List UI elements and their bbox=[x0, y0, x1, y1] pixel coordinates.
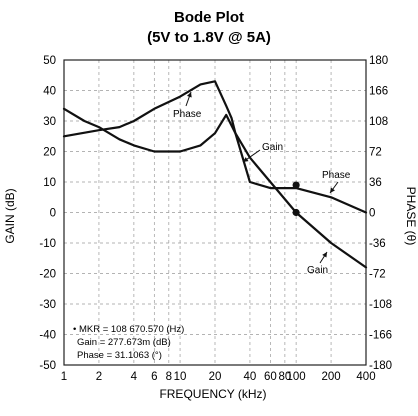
axis-left: 50 40 30 20 10 0 -10 -20 -30 -40 -50 bbox=[39, 55, 56, 372]
y-right-tick-label: 180 bbox=[369, 55, 388, 67]
y-right-tick-label: -72 bbox=[369, 269, 386, 281]
y-left-tick-label: -30 bbox=[39, 299, 56, 311]
y-right-tick-label: -36 bbox=[369, 238, 386, 250]
y-left-tick-label: -10 bbox=[39, 238, 56, 250]
annotation-label-phase_right: Phase bbox=[322, 170, 351, 181]
y-right-tick-label: 72 bbox=[369, 147, 382, 159]
y-axis-title-right: PHASE (θ) bbox=[404, 187, 418, 246]
marker-dot-1 bbox=[292, 208, 300, 217]
y-right-tick-label: -180 bbox=[369, 360, 392, 372]
x-tick-label: 4 bbox=[131, 371, 138, 383]
chart-title: Bode Plot bbox=[174, 9, 244, 26]
annotation-arrowhead-gain_mid bbox=[243, 157, 249, 162]
y-left-tick-label: 50 bbox=[43, 55, 56, 67]
grid-layer bbox=[63, 59, 367, 366]
annotation-arrowhead-gain_bottom bbox=[322, 252, 327, 258]
marker-line-2: Gain = 277.673m (dB) bbox=[77, 337, 171, 348]
y-right-tick-label: 36 bbox=[369, 177, 382, 189]
x-tick-label: 80 bbox=[278, 371, 291, 383]
x-tick-label: 10 bbox=[174, 371, 187, 383]
annotation-label-phase_top: Phase bbox=[173, 109, 202, 120]
y-right-tick-label: 0 bbox=[369, 208, 375, 220]
chart-subtitle: (5V to 1.8V @ 5A) bbox=[147, 29, 271, 46]
axis-right: 180 166 108 72 36 0 -36 -72 -108 -166 -180 bbox=[369, 55, 392, 372]
annotation-layer: Phase Gain Phase Gain bbox=[173, 91, 351, 276]
x-axis-title: FREQUENCY (kHz) bbox=[159, 387, 266, 401]
y-right-tick-label: 108 bbox=[369, 116, 388, 128]
marker-line-1: • MKR = 108 670.570 (Hz) bbox=[73, 324, 184, 335]
x-tick-label: 8 bbox=[166, 371, 172, 383]
x-tick-label: 60 bbox=[264, 371, 277, 383]
y-left-tick-label: 20 bbox=[43, 147, 56, 159]
y-left-tick-label: 0 bbox=[50, 208, 56, 220]
y-right-tick-label: 166 bbox=[369, 86, 388, 98]
annotation-arrowhead-phase_top bbox=[186, 92, 192, 98]
x-tick-label: 6 bbox=[151, 371, 157, 383]
x-tick-label: 400 bbox=[356, 371, 375, 383]
marker-dot-0 bbox=[292, 181, 300, 189]
y-left-tick-label: 10 bbox=[43, 177, 56, 189]
y-left-tick-label: -50 bbox=[39, 360, 56, 372]
x-tick-label: 200 bbox=[321, 371, 340, 383]
marker-line-3: Phase = 31.1063 (°) bbox=[77, 350, 162, 361]
marker-box: • MKR = 108 670.570 (Hz) Gain = 277.673m… bbox=[73, 324, 184, 361]
x-tick-label: 40 bbox=[244, 371, 257, 383]
x-tick-label: 20 bbox=[209, 371, 222, 383]
y-left-tick-label: -20 bbox=[39, 269, 56, 281]
x-tick-label: 2 bbox=[96, 371, 102, 383]
x-tick-label: 1 bbox=[61, 371, 67, 383]
y-axis-title-left: GAIN (dB) bbox=[3, 188, 17, 243]
annotation-label-gain_mid: Gain bbox=[262, 142, 283, 153]
y-left-tick-label: 40 bbox=[43, 86, 56, 98]
y-left-tick-label: 30 bbox=[43, 116, 56, 128]
series-line-phase bbox=[62, 80, 368, 269]
annotation-label-gain_bottom: Gain bbox=[307, 265, 328, 276]
series-line-gain bbox=[62, 107, 368, 214]
y-right-tick-label: -108 bbox=[369, 299, 392, 311]
annotation-arrowhead-phase_right bbox=[330, 187, 335, 193]
y-left-tick-label: -40 bbox=[39, 330, 56, 342]
y-right-tick-label: -166 bbox=[369, 330, 392, 342]
x-tick-label: 100 bbox=[287, 371, 306, 383]
series-layer bbox=[62, 80, 368, 269]
